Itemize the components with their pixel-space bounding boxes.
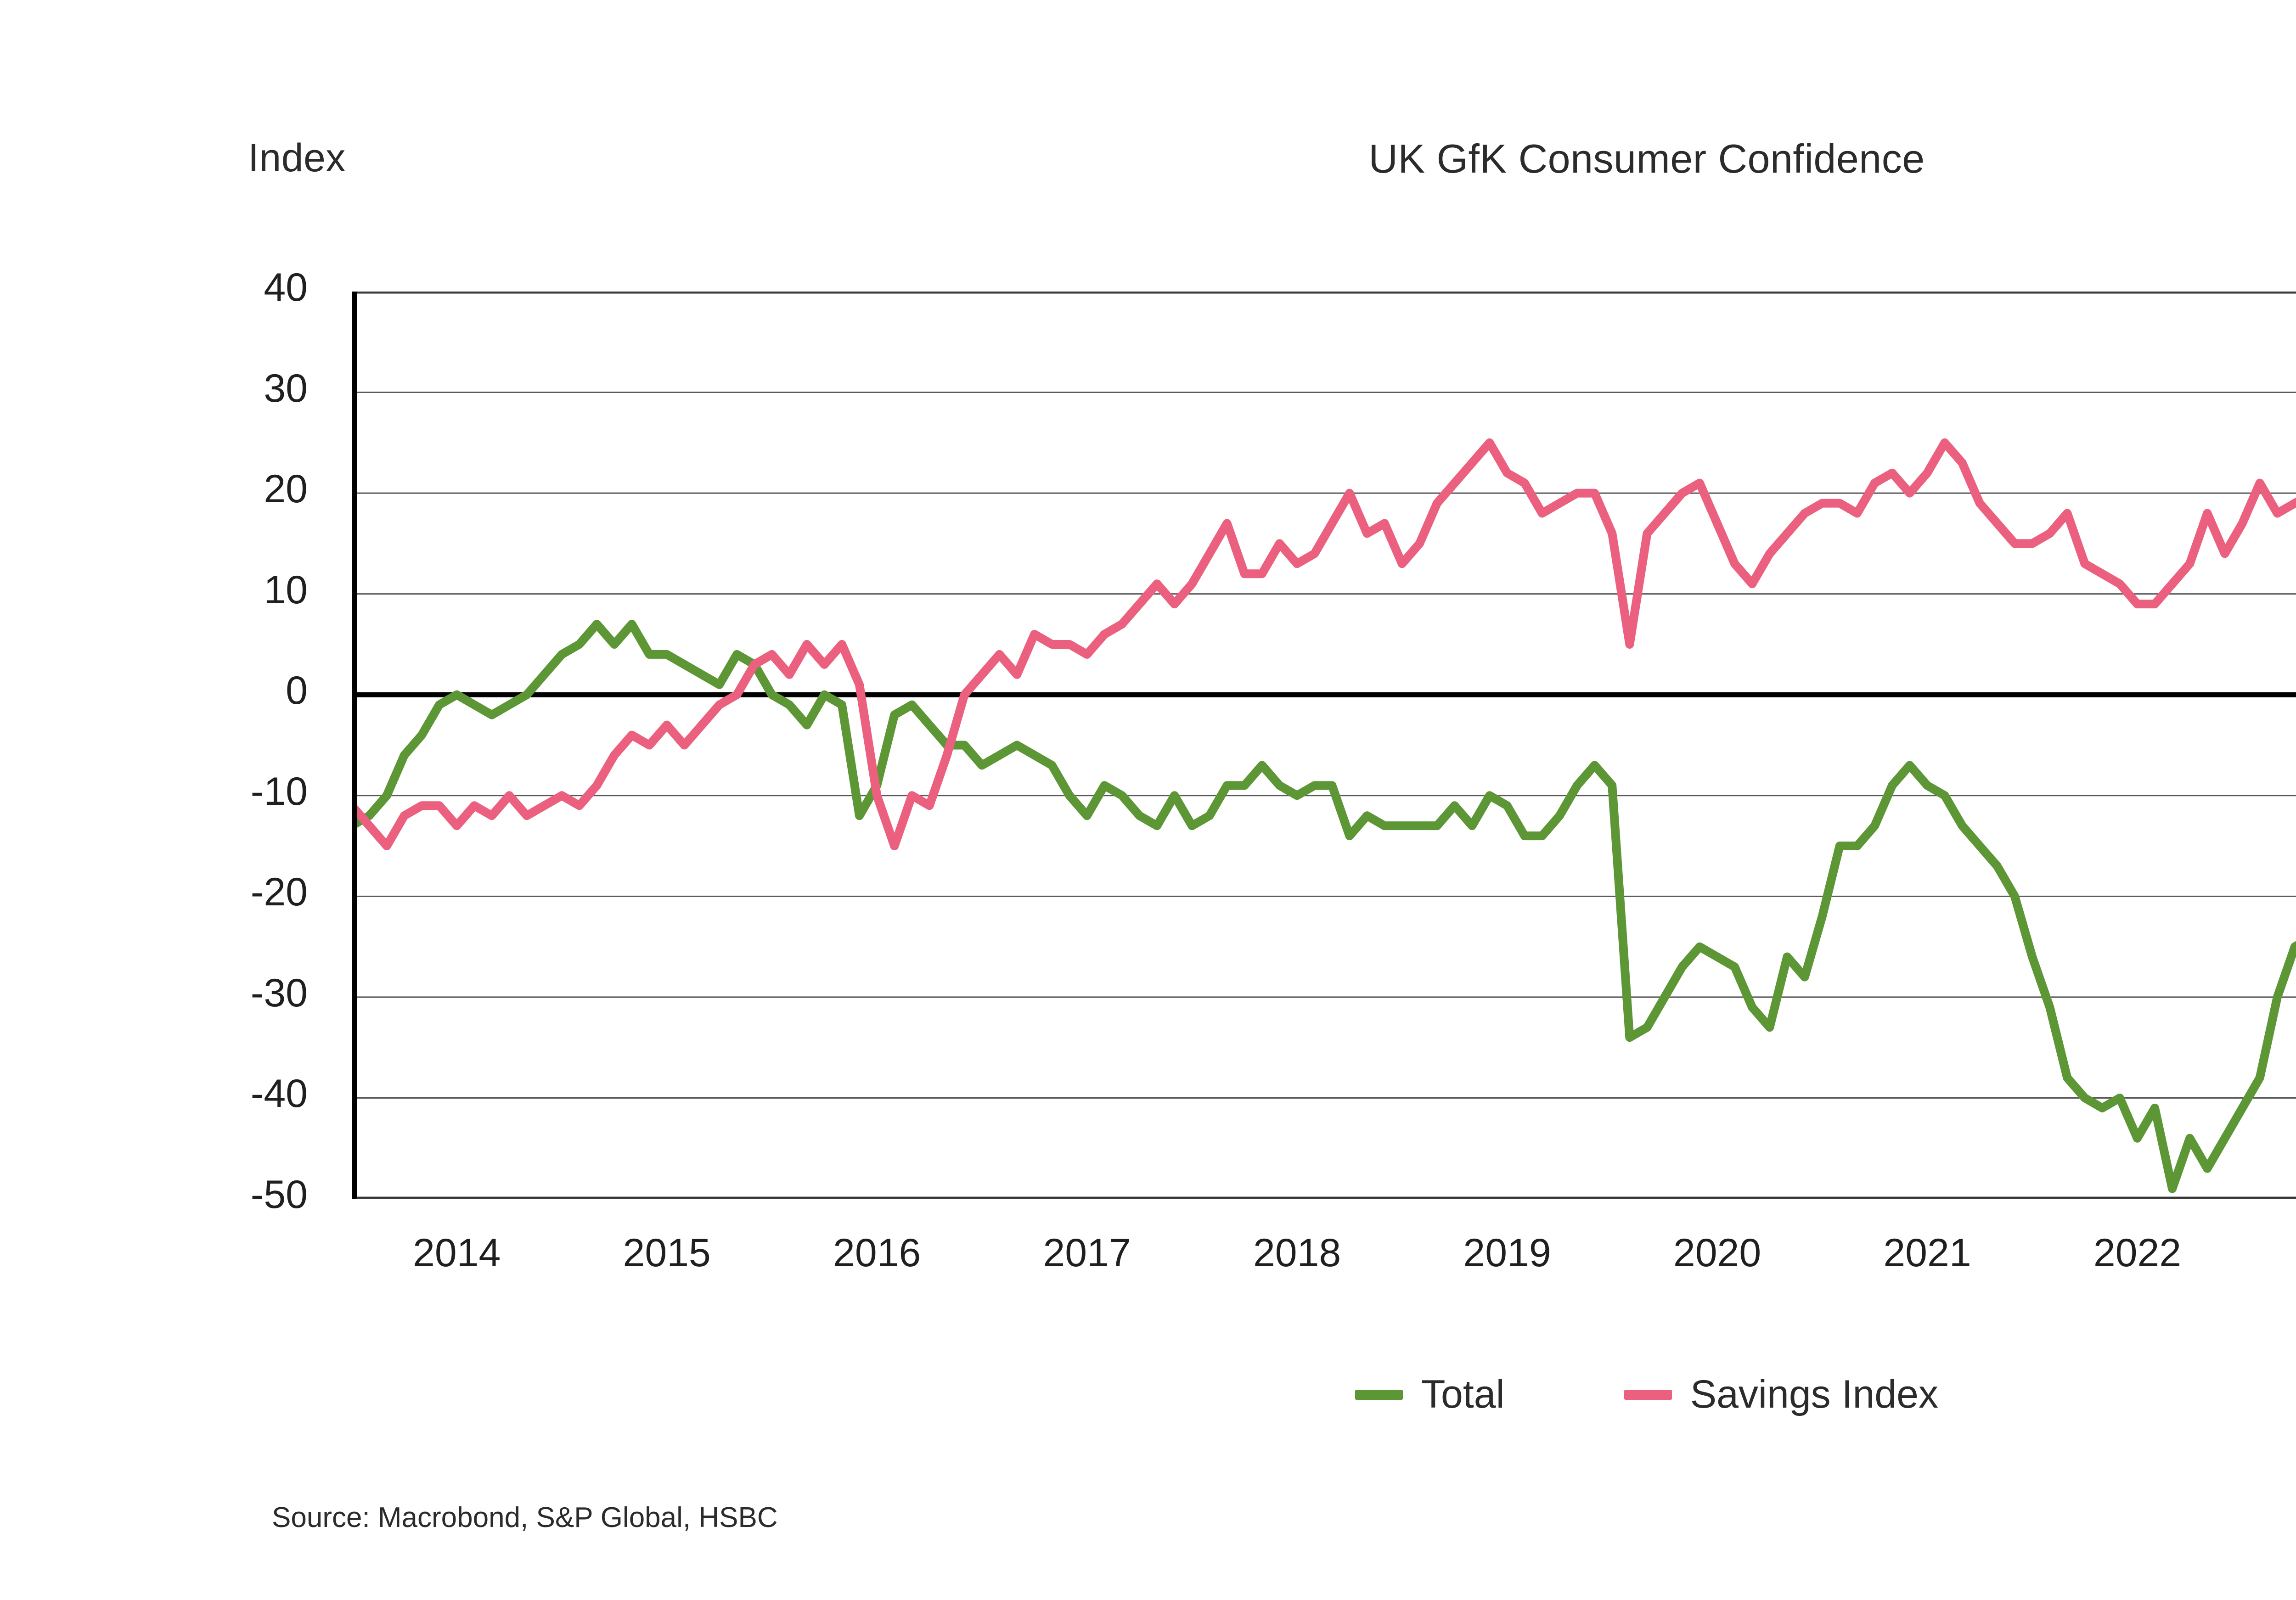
x-tick-2021: 2021 bbox=[1883, 1231, 1971, 1275]
y-tick-left-10: 10 bbox=[264, 567, 308, 612]
y-tick-left-neg30: -30 bbox=[250, 971, 308, 1015]
y-tick-left-neg50: -50 bbox=[250, 1173, 308, 1217]
series-line-total bbox=[352, 620, 2296, 1193]
left-axis-unit-label: Index bbox=[248, 136, 346, 180]
legend-label: Total bbox=[1421, 1372, 1505, 1416]
x-tick-2015: 2015 bbox=[623, 1231, 711, 1275]
x-tick-2019: 2019 bbox=[1463, 1231, 1551, 1275]
x-tick-2022: 2022 bbox=[2093, 1231, 2182, 1275]
y-tick-left-20: 20 bbox=[264, 467, 308, 511]
legend-label: Savings Index bbox=[1690, 1372, 1938, 1416]
x-tick-2018: 2018 bbox=[1253, 1231, 1341, 1275]
chart-legend: Total Savings Index bbox=[0, 1372, 2296, 1417]
line-swatch-icon bbox=[1624, 1389, 1672, 1400]
x-tick-2023: 2023 bbox=[2242, 1230, 2296, 1276]
chart-title: UK GfK Consumer Confidence bbox=[1368, 136, 1925, 181]
y-tick-left-30: 30 bbox=[264, 366, 308, 410]
x-tick-2017: 2017 bbox=[1043, 1231, 1131, 1275]
y-tick-left-neg10: -10 bbox=[250, 769, 308, 814]
y-tick-left-neg40: -40 bbox=[250, 1072, 308, 1116]
y-tick-left-40: 40 bbox=[264, 265, 308, 309]
legend-item-total[interactable]: Total bbox=[1355, 1372, 1505, 1417]
legend-item-savings-index[interactable]: Savings Index bbox=[1624, 1372, 1938, 1417]
x-tick-2014: 2014 bbox=[413, 1231, 501, 1275]
y-tick-left-neg20: -20 bbox=[250, 870, 308, 915]
line-swatch-icon bbox=[1355, 1389, 1403, 1400]
series-line-savings-index bbox=[352, 438, 2296, 851]
x-tick-2020: 2020 bbox=[1673, 1231, 1761, 1275]
plot-area bbox=[352, 292, 2296, 1199]
chart-svg bbox=[352, 292, 2296, 1199]
source-note: Source: Macrobond, S&P Global, HSBC bbox=[272, 1502, 778, 1533]
y-tick-left-0: 0 bbox=[286, 668, 308, 713]
x-tick-2016: 2016 bbox=[833, 1231, 921, 1275]
